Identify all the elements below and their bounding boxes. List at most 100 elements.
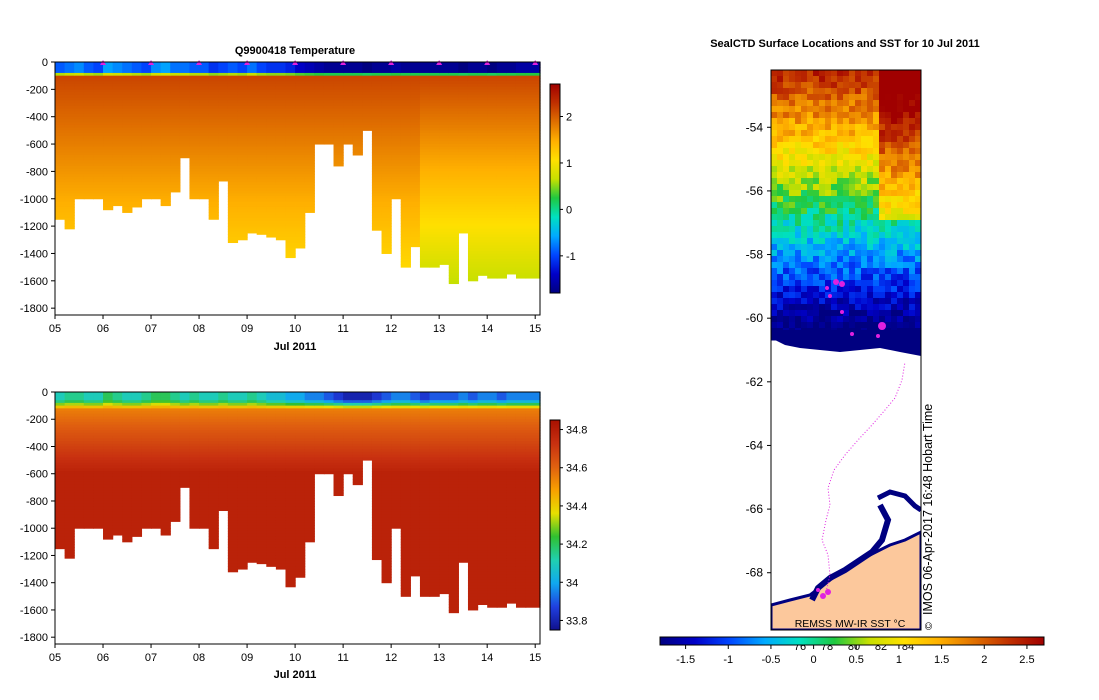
salinity-cell (151, 487, 162, 491)
salinity-cell (275, 424, 287, 428)
salinity-cell (93, 446, 104, 450)
salinity-cell (170, 462, 181, 467)
temperature-cell (304, 182, 315, 186)
temperature-cell (429, 75, 440, 79)
temperature-cell (429, 154, 440, 159)
temperature-cell (256, 154, 267, 159)
temperature-cell (295, 124, 306, 129)
temperature-cell (64, 165, 75, 170)
temperature-cell (400, 149, 411, 153)
temperature-cell (400, 111, 411, 115)
salinity-cell (55, 392, 66, 396)
salinity-cell (371, 525, 383, 529)
salinity-cell (237, 400, 248, 404)
salinity-cell (199, 462, 210, 467)
salinity-cell (64, 555, 75, 559)
salinity-cell (112, 397, 123, 401)
salinity-cell (103, 530, 114, 535)
temperature-cell (275, 215, 287, 219)
salinity-cell (208, 402, 219, 407)
salinity-cell (103, 432, 114, 437)
salinity-cell (199, 517, 210, 521)
temperature-cell (285, 100, 296, 104)
salinity-cell (381, 539, 392, 543)
salinity-cell (141, 492, 152, 497)
temperature-cell (381, 75, 392, 79)
temperature-cell (103, 103, 114, 107)
salinity-cell (199, 419, 210, 423)
salinity-cell (170, 451, 181, 456)
temperature-cell (391, 108, 402, 112)
temperature-cell (362, 108, 373, 112)
temperature-cell (199, 103, 210, 107)
temperature-cell (371, 141, 383, 145)
temperature-cell (496, 245, 507, 249)
salinity-cell (208, 539, 219, 543)
temperature-cell (487, 108, 498, 112)
temperature-cell (93, 190, 104, 194)
temperature-cell (103, 127, 114, 131)
temperature-cell (314, 111, 325, 115)
temperature-cell (496, 81, 507, 85)
salinity-cell (55, 465, 66, 469)
salinity-cell (189, 413, 200, 418)
temperature-cell (506, 116, 517, 120)
salinity-cell (227, 492, 239, 497)
colorbar-tick-label: 2 (566, 112, 572, 124)
temperature-cell (170, 89, 181, 93)
temperature-cell (189, 176, 200, 181)
temperature-cell (285, 179, 296, 183)
salinity-cell (237, 435, 248, 439)
temperature-cell (352, 138, 363, 142)
temperature-cell (122, 146, 133, 151)
temperature-cell (419, 108, 431, 112)
temperature-cell (93, 196, 104, 200)
salinity-cell (295, 490, 306, 494)
temperature-cell (400, 190, 411, 194)
salinity-cell (170, 441, 181, 445)
salinity-cell (74, 517, 85, 521)
temperature-cell (477, 220, 488, 224)
temperature-cell (295, 154, 306, 159)
temperature-cell (160, 163, 171, 167)
salinity-cell (170, 495, 181, 499)
temperature-cell (295, 133, 306, 137)
temperature-cell (285, 108, 296, 112)
temperature-cell (64, 127, 75, 131)
temperature-cell (400, 220, 411, 224)
temperature-cell (314, 72, 325, 77)
temperature-cell (218, 105, 229, 109)
salinity-cell (400, 569, 411, 573)
temperature-cell (131, 141, 143, 145)
temperature-cell (160, 122, 171, 126)
temperature-cell (179, 130, 191, 134)
temperature-cell (208, 135, 219, 140)
temperature-cell (487, 193, 498, 197)
temperature-cell (429, 228, 440, 233)
salinity-cell (256, 500, 267, 505)
salinity-cell (189, 460, 200, 464)
temperature-cell (525, 204, 541, 208)
temperature-cell (83, 94, 95, 99)
salinity-cell (160, 498, 171, 502)
temperature-cell (179, 133, 191, 137)
temperature-cell (477, 133, 488, 137)
temperature-cell (227, 75, 239, 79)
salinity-cell (122, 498, 133, 502)
temperature-cell (410, 185, 421, 189)
temperature-cell (93, 144, 104, 148)
salinity-cell (256, 424, 267, 428)
temperature-cell (410, 146, 421, 151)
salinity-cell (275, 517, 287, 521)
temperature-cell (93, 146, 104, 151)
temperature-cell (381, 242, 392, 246)
temperature-cell (93, 187, 104, 192)
salinity-cell (55, 443, 66, 447)
salinity-cell (256, 446, 267, 450)
salinity-cell (160, 471, 171, 475)
temperature-cell (199, 119, 210, 123)
temperature-cell (487, 220, 498, 224)
salinity-cell (295, 394, 306, 398)
temperature-cell (525, 122, 541, 126)
salinity-cell (218, 427, 229, 431)
